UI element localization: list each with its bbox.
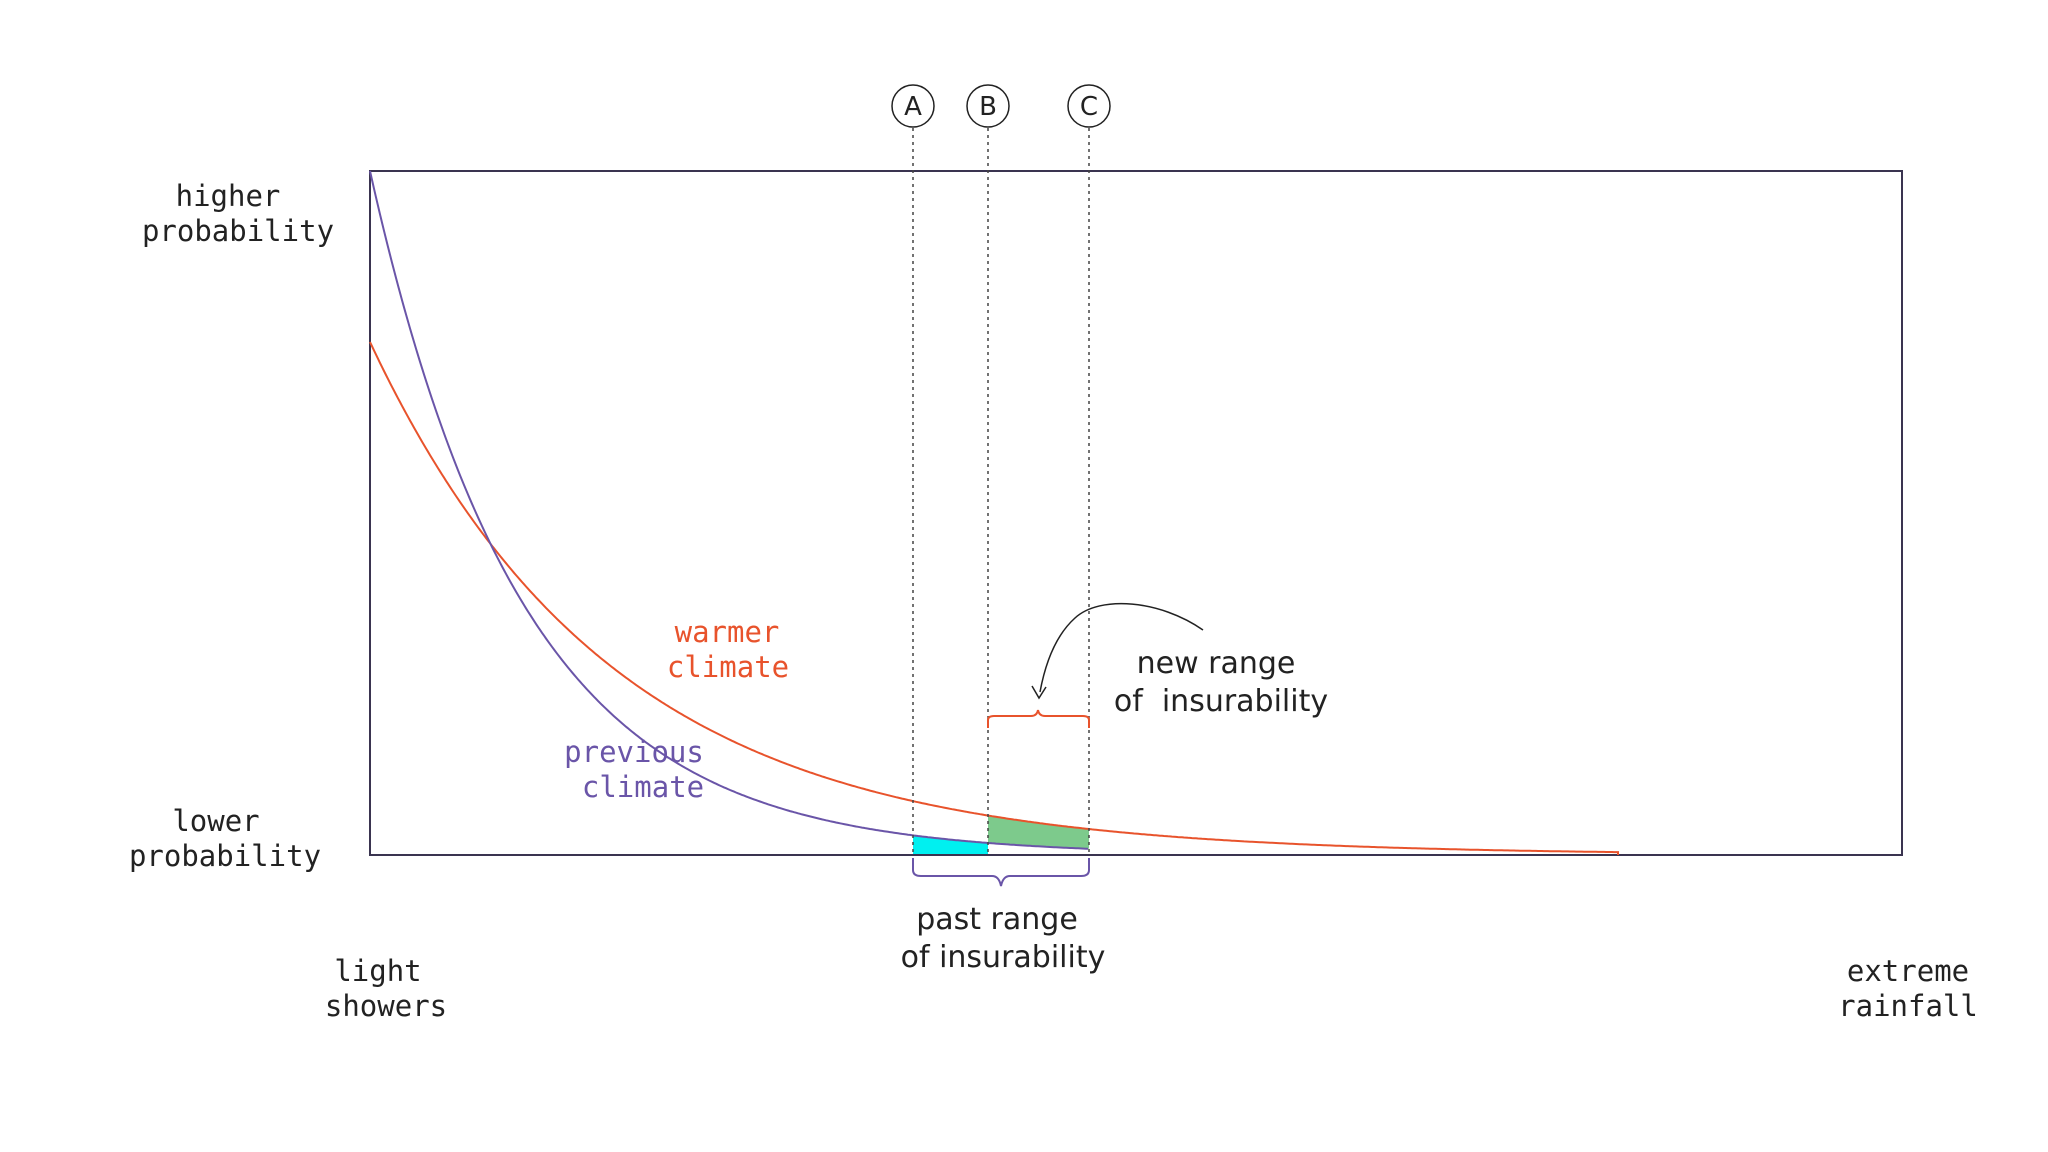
new-range-label-line2: of insurability — [1114, 684, 1328, 719]
x-axis-left-label-line1: light — [334, 954, 421, 988]
previous-climate-curve — [369, 170, 1088, 850]
y-axis-bottom-label-line2: probability — [129, 839, 321, 873]
past-range-brace — [912, 858, 1090, 887]
new-range-brace — [987, 709, 1090, 728]
marker-c: C — [1067, 84, 1111, 128]
curved-arrow — [1039, 602, 1204, 693]
past-range-label-line2: of insurability — [901, 940, 1106, 975]
warmer-climate-label-line2: climate — [667, 650, 789, 684]
past-range-label-line1: past range — [916, 902, 1078, 937]
y-axis-top-label-line1: higher — [176, 179, 281, 213]
y-axis-top-label-line2: probability — [142, 214, 334, 248]
new-range-label-line1: new range — [1137, 646, 1296, 681]
plot-frame — [369, 170, 1903, 856]
marker-a: A — [891, 84, 935, 128]
previous-climate-label-line2: climate — [582, 770, 704, 804]
marker-b-label: B — [979, 92, 997, 122]
marker-c-label: C — [1080, 92, 1098, 122]
marker-a-label: A — [904, 92, 922, 122]
marker-b: B — [966, 84, 1010, 128]
warmer-climate-label-line1: warmer — [675, 615, 780, 649]
x-axis-right-label-line2: rainfall — [1838, 989, 1978, 1023]
warmer-climate-curve — [369, 341, 1619, 855]
past-insurability-shaded-area — [913, 835, 988, 855]
x-axis-left-label-line2: showers — [325, 989, 447, 1023]
y-axis-bottom-label-line1: lower — [172, 804, 259, 838]
new-insurability-shaded-area — [988, 815, 1089, 849]
arrow-head-icon — [1031, 685, 1047, 700]
previous-climate-label-line1: previous — [564, 735, 704, 769]
x-axis-right-label-line1: extreme — [1847, 954, 1969, 988]
